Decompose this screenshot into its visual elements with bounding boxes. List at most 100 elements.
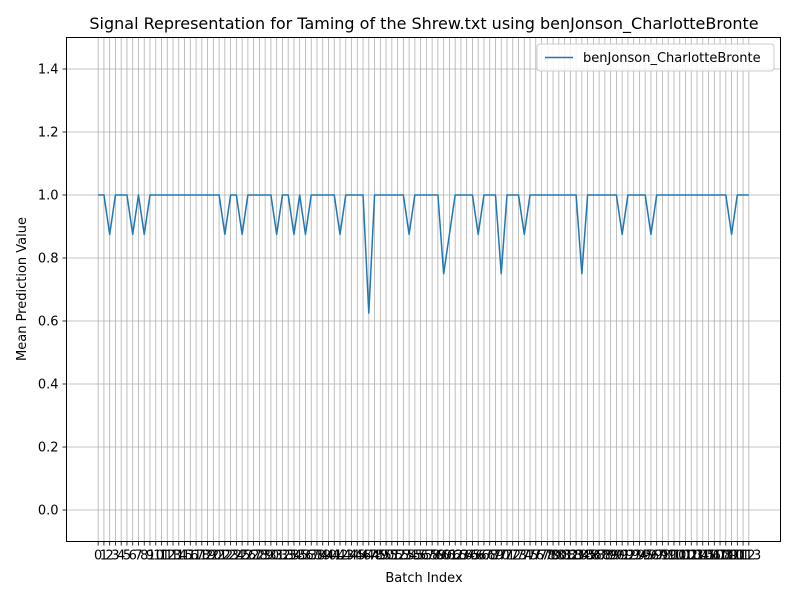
x-tick-label: 57: [418, 549, 435, 564]
x-tick-label: 46: [355, 549, 372, 564]
x-tick-label: 52: [389, 549, 406, 564]
x-tick-label: 43: [337, 549, 354, 564]
x-tick-label: 3: [111, 549, 119, 564]
x-tick-label: 38: [309, 549, 326, 564]
x-axis: 0123456789101112131415161718192021222324…: [94, 541, 761, 564]
x-tick-label: 35: [291, 549, 308, 564]
y-tick-label: 0.6: [38, 315, 59, 330]
x-tick-label: 106: [696, 549, 721, 564]
x-tick-label: 42: [332, 549, 349, 564]
legend: benJonson_CharlotteBronte: [536, 43, 775, 72]
y-tick-label: 0.0: [38, 504, 59, 519]
x-tick-label: 41: [326, 549, 343, 564]
x-tick-label: 20: [205, 549, 222, 564]
x-tick-label: 27: [245, 549, 262, 564]
x-tick-label: 67: [476, 549, 493, 564]
x-tick-label: 72: [504, 549, 521, 564]
x-tick-label: 12: [159, 549, 176, 564]
x-tick-label: 44: [343, 549, 360, 564]
x-tick-label: 69: [487, 549, 504, 564]
x-tick-label: 37: [303, 549, 320, 564]
x-tick-label: 100: [662, 549, 687, 564]
x-tick-label: 74: [516, 549, 533, 564]
x-tick-label: 84: [574, 549, 591, 564]
x-tick-label: 60: [435, 549, 452, 564]
x-tick-label: 97: [648, 549, 665, 564]
x-tick-label: 14: [171, 549, 188, 564]
legend-box: [536, 43, 775, 72]
x-tick-label: 24: [228, 549, 245, 564]
y-tick-label: 0.8: [38, 252, 59, 267]
x-tick-label: 58: [424, 549, 441, 564]
x-tick-label: 7: [134, 549, 142, 564]
x-tick-label: 8: [140, 549, 148, 564]
chart-title: Signal Representation for Taming of the …: [89, 14, 758, 34]
x-tick-label: 112: [731, 549, 756, 564]
x-tick-label: 23: [222, 549, 239, 564]
series-line: [98, 194, 749, 314]
x-tick-label: 88: [597, 549, 614, 564]
x-tick-label: 26: [240, 549, 257, 564]
x-tick-label: 9: [146, 549, 154, 564]
x-tick-label: 29: [257, 549, 274, 564]
x-tick-label: 113: [736, 549, 761, 564]
y-tick-label: 0.2: [38, 441, 59, 456]
x-tick-label: 81: [556, 549, 573, 564]
x-tick-label: 4: [117, 549, 125, 564]
x-tick-label: 89: [602, 549, 619, 564]
x-tick-label: 48: [366, 549, 383, 564]
plot-frame: [66, 37, 781, 542]
x-tick-label: 0: [94, 549, 102, 564]
x-tick-label: 59: [430, 549, 447, 564]
x-tick-label: 16: [182, 549, 199, 564]
x-tick-label: 21: [211, 549, 228, 564]
x-tick-label: 47: [361, 549, 378, 564]
x-tick-label: 108: [708, 549, 733, 564]
x-tick-label: 105: [690, 549, 715, 564]
x-tick-label: 75: [522, 549, 539, 564]
x-tick-label: 96: [643, 549, 660, 564]
x-tick-label: 19: [199, 549, 216, 564]
x-grid-lines: [97, 37, 750, 542]
x-tick-label: 31: [268, 549, 285, 564]
x-tick-label: 18: [194, 549, 211, 564]
x-tick-label: 86: [585, 549, 602, 564]
x-tick-label: 102: [673, 549, 698, 564]
x-tick-label: 98: [654, 549, 671, 564]
x-tick-label: 22: [217, 549, 234, 564]
x-tick-label: 107: [702, 549, 727, 564]
x-tick-label: 93: [625, 549, 642, 564]
y-axis-label: Mean Prediction Value: [15, 217, 30, 361]
x-tick-label: 95: [637, 549, 654, 564]
x-tick-label: 104: [685, 549, 710, 564]
x-tick-label: 99: [660, 549, 677, 564]
x-tick-label: 87: [591, 549, 608, 564]
x-tick-label: 82: [562, 549, 579, 564]
x-tick-label: 34: [286, 549, 303, 564]
x-tick-label: 111: [725, 549, 750, 564]
x-tick-label: 109: [713, 549, 738, 564]
x-tick-label: 2: [106, 549, 114, 564]
x-tick-label: 50: [378, 549, 395, 564]
x-tick-label: 77: [533, 549, 550, 564]
x-tick-label: 10: [147, 549, 164, 564]
x-axis-label: Batch Index: [385, 571, 463, 586]
x-tick-label: 53: [395, 549, 412, 564]
x-tick-label: 45: [349, 549, 366, 564]
x-tick-label: 33: [280, 549, 297, 564]
x-tick-label: 64: [458, 549, 475, 564]
y-grid-lines: [66, 68, 781, 511]
x-tick-label: 70: [493, 549, 510, 564]
y-tick-label: 1.0: [38, 189, 59, 204]
x-tick-label: 91: [614, 549, 631, 564]
x-tick-label: 92: [620, 549, 637, 564]
x-tick-label: 61: [441, 549, 458, 564]
x-tick-label: 11: [153, 549, 170, 564]
x-tick-label: 94: [631, 549, 648, 564]
x-tick-label: 40: [320, 549, 337, 564]
x-tick-label: 15: [176, 549, 193, 564]
legend-label: benJonson_CharlotteBronte: [583, 51, 761, 66]
x-tick-label: 28: [251, 549, 268, 564]
x-tick-label: 39: [314, 549, 331, 564]
x-tick-label: 51: [384, 549, 401, 564]
